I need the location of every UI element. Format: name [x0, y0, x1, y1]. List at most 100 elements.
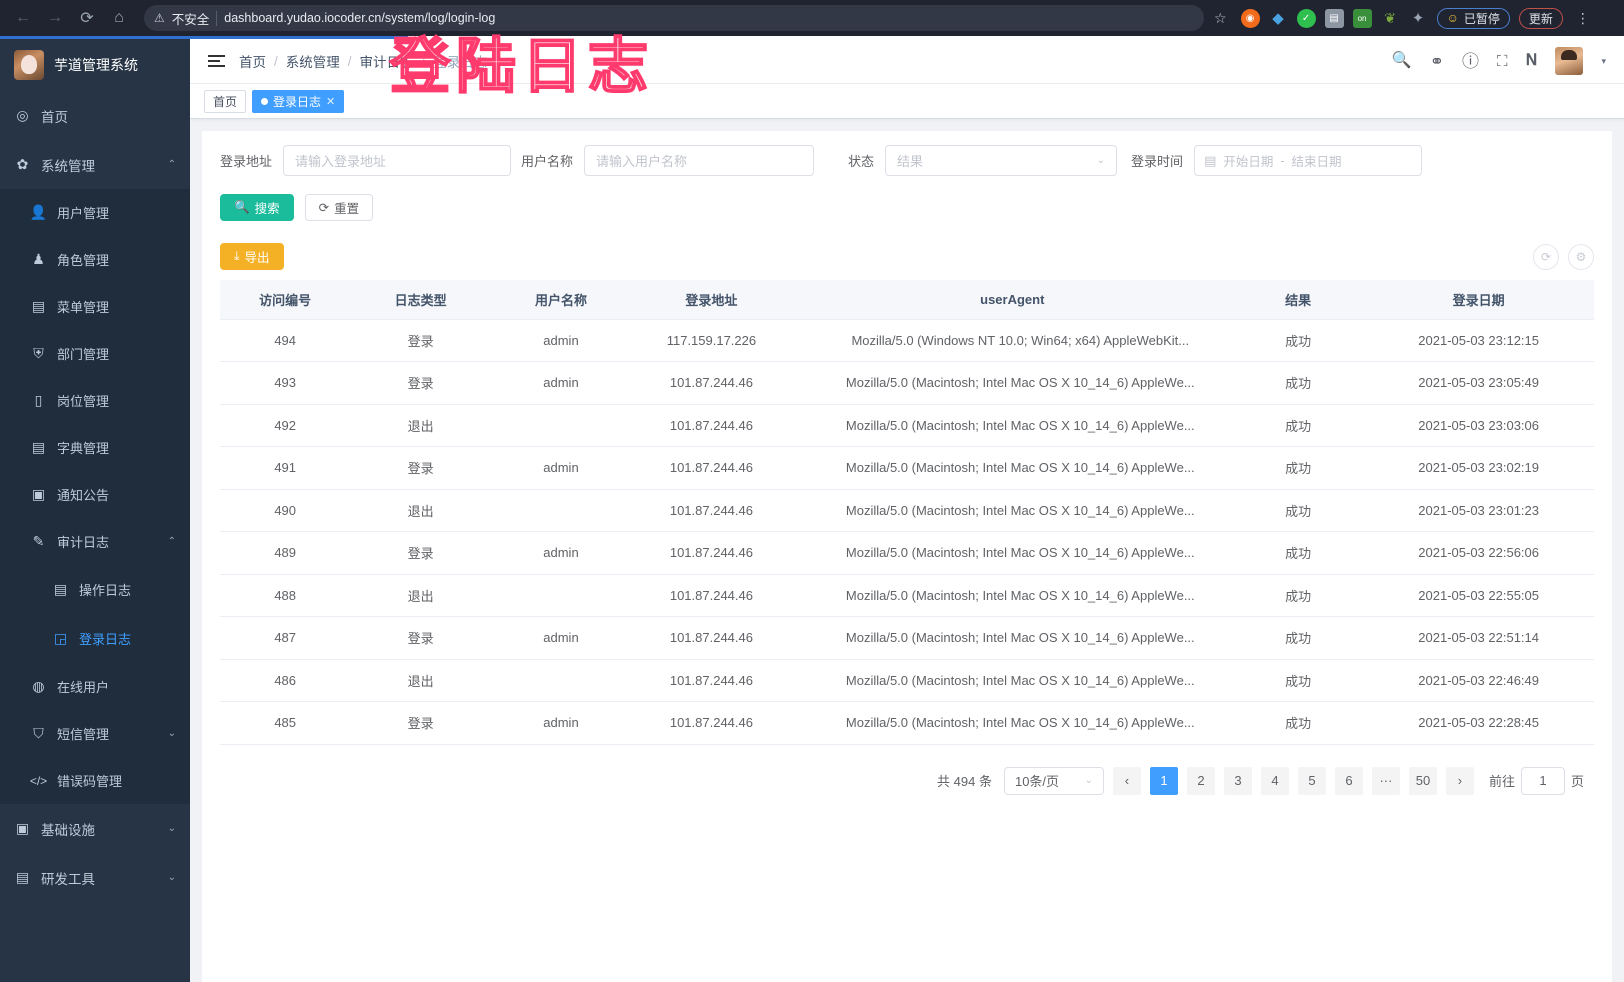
forward-arrow-icon[interactable]: →: [47, 9, 63, 26]
paused-pill[interactable]: ☺ 已暂停: [1436, 7, 1510, 29]
sidebar-item-users[interactable]: 👤 用户管理: [0, 189, 190, 236]
pagination-page-1[interactable]: 1: [1149, 766, 1178, 795]
table-row[interactable]: 494 登录 admin 117.159.17.226 Mozilla/5.0 …: [220, 319, 1594, 362]
cell-ip: 101.87.244.46: [631, 574, 792, 617]
sidebar-item-sms[interactable]: ⛉ 短信管理 ⌄: [0, 710, 190, 757]
table-row[interactable]: 489 登录 admin 101.87.244.46 Mozilla/5.0 (…: [220, 531, 1594, 575]
extension-leaf-icon[interactable]: ❦: [1384, 9, 1396, 26]
sidebar-item-roles[interactable]: ♟ 角色管理: [0, 236, 190, 283]
pagination-prev[interactable]: ‹: [1112, 766, 1141, 795]
pagination-ellipsis[interactable]: ···: [1371, 766, 1400, 795]
sidebar-item-login-log[interactable]: ◲ 登录日志: [0, 614, 190, 663]
help-icon[interactable]: ⓘ: [1461, 51, 1479, 71]
page-size-select[interactable]: 10条/页 ⌄: [1003, 766, 1104, 795]
pagination-page-3[interactable]: 3: [1223, 766, 1252, 795]
sidebar-item-online-users[interactable]: ◍ 在线用户: [0, 663, 190, 710]
pagination-page-2[interactable]: 2: [1186, 766, 1215, 795]
extension-green-check-icon[interactable]: ✓: [1296, 8, 1316, 28]
sidebar-item-posts[interactable]: ▯ 岗位管理: [0, 377, 190, 424]
jump-page-input[interactable]: 1: [1520, 766, 1565, 795]
table-row[interactable]: 486 退出 101.87.244.46 Mozilla/5.0 (Macint…: [220, 659, 1594, 702]
column-header-type[interactable]: 日志类型: [350, 280, 491, 320]
search-button[interactable]: 🔍 搜索: [220, 194, 294, 221]
sidebar-item-notices[interactable]: ▣ 通知公告: [0, 471, 190, 518]
tag-home[interactable]: 首页: [204, 89, 247, 113]
sidebar-item-label: 用户管理: [57, 206, 110, 221]
pagination-page-6[interactable]: 6: [1334, 766, 1363, 795]
smiley-icon: ☺: [1446, 11, 1459, 25]
status-select[interactable]: 结果 ⌄: [885, 145, 1118, 176]
tag-login-log[interactable]: 登录日志 ✕: [252, 89, 345, 113]
pagination-page-last[interactable]: 50: [1408, 766, 1437, 795]
fullscreen-icon[interactable]: ⛶: [1496, 52, 1508, 70]
sidebar-item-infrastructure[interactable]: ▣ 基础设施 ⌄: [0, 804, 190, 853]
brand[interactable]: 芋道管理系统: [0, 39, 190, 91]
refresh-circle-icon[interactable]: ⟳: [1533, 243, 1559, 270]
sidebar-item-audit-log[interactable]: ✎ 审计日志 ⌃: [0, 518, 190, 565]
breadcrumb-item-home[interactable]: 首页: [239, 55, 266, 70]
table-row[interactable]: 492 退出 101.87.244.46 Mozilla/5.0 (Macint…: [220, 404, 1594, 447]
column-header-date[interactable]: 登录日期: [1363, 280, 1594, 320]
table-row[interactable]: 491 登录 admin 101.87.244.46 Mozilla/5.0 (…: [220, 446, 1594, 490]
login-time-range[interactable]: ▤ 开始日期 - 结束日期: [1194, 145, 1423, 176]
reset-button[interactable]: ⟳ 重置: [304, 194, 374, 221]
sidebar-item-dev-tools[interactable]: ▤ 研发工具 ⌄: [0, 853, 190, 902]
table-row[interactable]: 490 退出 101.87.244.46 Mozilla/5.0 (Macint…: [220, 489, 1594, 532]
cell-date: 2021-05-03 23:02:19: [1363, 446, 1594, 490]
update-pill[interactable]: 更新: [1518, 7, 1563, 29]
cell-user: [490, 659, 632, 702]
table-row[interactable]: 487 登录 admin 101.87.244.46 Mozilla/5.0 (…: [220, 616, 1594, 660]
sidebar-item-menus[interactable]: ▤ 菜单管理: [0, 283, 190, 330]
cell-ip: 101.87.244.46: [631, 659, 792, 702]
back-arrow-icon[interactable]: ←: [15, 9, 31, 26]
star-icon[interactable]: ☆: [1214, 9, 1227, 26]
pagination-page-4[interactable]: 4: [1260, 766, 1289, 795]
extension-orange-icon[interactable]: ◉: [1240, 8, 1260, 28]
sidebar-item-error-codes[interactable]: </> 错误码管理: [0, 757, 190, 804]
cell-ip: 101.87.244.46: [631, 404, 792, 447]
hamburger-icon[interactable]: [208, 55, 225, 67]
sidebar-item-operation-log[interactable]: ▤ 操作日志: [0, 565, 190, 614]
export-button[interactable]: ⤓ 导出: [220, 243, 284, 270]
cell-type: 退出: [350, 404, 491, 447]
breadcrumb-item-audit[interactable]: 审计日志: [359, 55, 414, 70]
brand-title: 芋道管理系统: [54, 57, 138, 73]
address-bar[interactable]: ⚠ 不安全 dashboard.yudao.iocoder.cn/system/…: [144, 5, 1204, 31]
sidebar-item-departments[interactable]: ⛨ 部门管理: [0, 330, 190, 377]
reload-icon[interactable]: ⟳: [80, 10, 94, 27]
jump-prefix-label: 前往: [1488, 774, 1515, 789]
column-header-user[interactable]: 用户名称: [490, 280, 632, 320]
cell-useragent: Mozilla/5.0 (Macintosh; Intel Mac OS X 1…: [791, 701, 1233, 745]
column-header-id[interactable]: 访问编号: [220, 280, 351, 320]
sidebar-item-home[interactable]: ◎ 首页: [0, 91, 190, 140]
table-row[interactable]: 485 登录 admin 101.87.244.46 Mozilla/5.0 (…: [220, 701, 1594, 745]
kebab-menu-icon[interactable]: ⋮: [1575, 9, 1591, 26]
font-size-icon[interactable]: 𝖭: [1525, 52, 1538, 69]
column-header-useragent[interactable]: userAgent: [791, 280, 1233, 320]
table-row[interactable]: 488 退出 101.87.244.46 Mozilla/5.0 (Macint…: [220, 574, 1594, 617]
column-header-ip[interactable]: 登录地址: [631, 280, 792, 320]
github-icon[interactable]: ⚭: [1429, 51, 1444, 71]
sidebar-item-system[interactable]: ✿ 系统管理 ⌃: [0, 140, 190, 189]
user-avatar[interactable]: [1555, 47, 1584, 75]
home-icon[interactable]: ⌂: [114, 9, 124, 26]
search-icon[interactable]: 🔍: [1391, 52, 1412, 69]
column-header-result[interactable]: 结果: [1232, 280, 1364, 320]
pagination-next[interactable]: ›: [1445, 766, 1474, 795]
login-address-input[interactable]: 请输入登录地址: [283, 145, 512, 176]
table-row[interactable]: 493 登录 admin 101.87.244.46 Mozilla/5.0 (…: [220, 361, 1594, 405]
sidebar-item-dictionary[interactable]: ▤ 字典管理: [0, 424, 190, 471]
extension-blue-badge-icon[interactable]: ▤: [1324, 8, 1344, 28]
chevron-down-icon[interactable]: ▾: [1601, 55, 1606, 66]
login-log-icon: ◲: [53, 630, 68, 646]
close-icon[interactable]: ✕: [326, 95, 336, 108]
extension-diamond-icon[interactable]: ◆: [1272, 10, 1284, 27]
column-settings-icon[interactable]: ⚙: [1568, 243, 1594, 270]
cell-id: 492: [220, 404, 351, 447]
username-input[interactable]: 请输入用户名称: [584, 145, 815, 176]
pagination-page-5[interactable]: 5: [1297, 766, 1326, 795]
extension-translate-icon[interactable]: on: [1352, 8, 1372, 28]
breadcrumb-item-system[interactable]: 系统管理: [285, 55, 340, 70]
chevron-down-icon: ⌄: [1096, 155, 1106, 166]
extension-puzzle-icon[interactable]: ✦: [1411, 10, 1425, 27]
